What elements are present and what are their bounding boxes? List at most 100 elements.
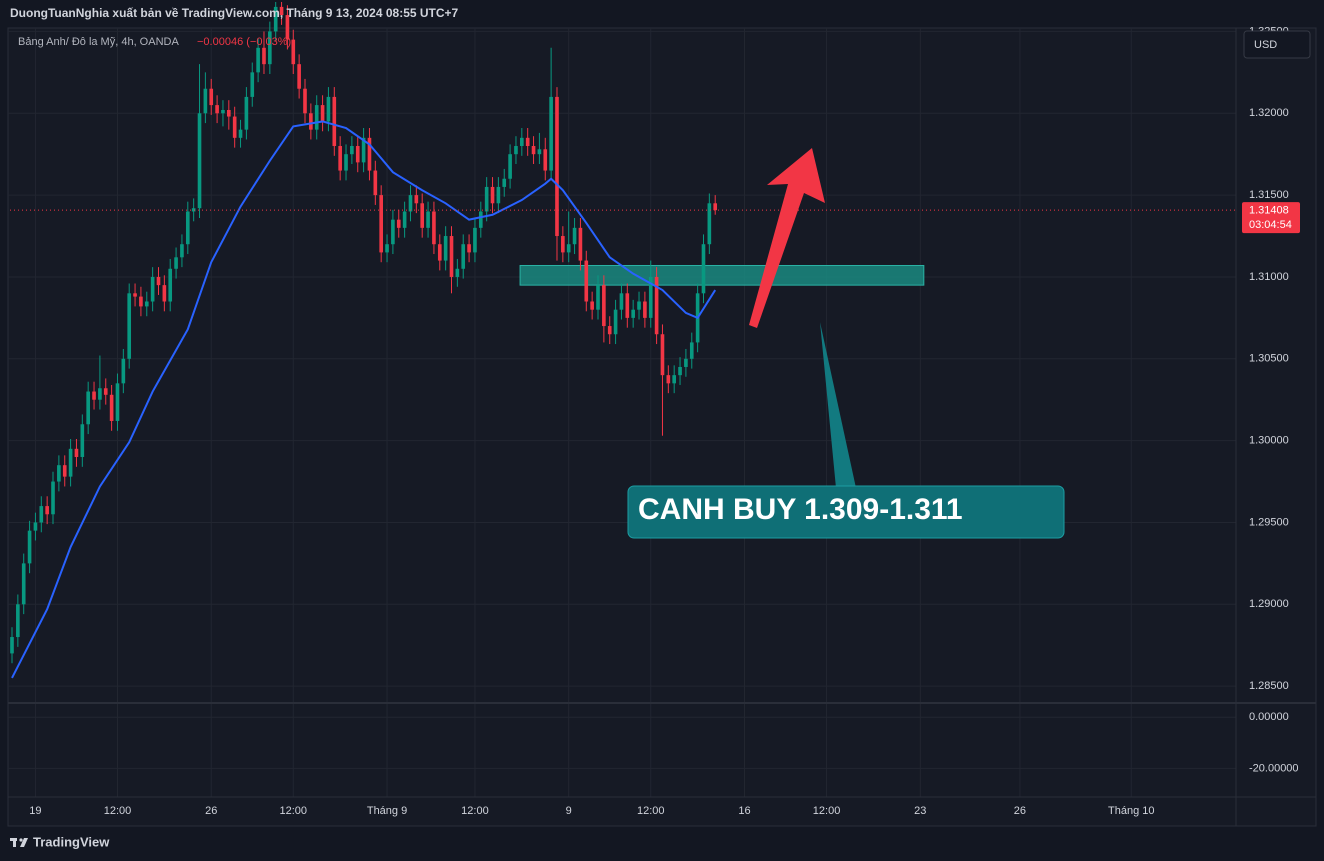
x-tick-label: 12:00 [637, 805, 665, 817]
candle-body [273, 6, 278, 32]
candle-body [613, 309, 618, 335]
candle-body [449, 236, 454, 277]
candle-body [537, 149, 542, 155]
candle-body [455, 268, 460, 277]
candle-body [215, 105, 219, 114]
candle-body [250, 72, 255, 97]
candle-body [402, 211, 407, 228]
candle-body [162, 285, 167, 302]
candle-body [578, 227, 583, 261]
candle-body [490, 186, 495, 204]
candle-body [268, 31, 272, 65]
candle-body [566, 244, 571, 253]
candle-body [209, 88, 214, 106]
candle-body [314, 105, 319, 130]
publisher: DuongTuanNghia xuất bản về TradingView.c… [10, 6, 459, 20]
candle-body [707, 203, 712, 245]
moving-average [11, 120, 717, 679]
candle-body [127, 293, 132, 359]
x-tick-label: 26 [1014, 805, 1026, 817]
candle-body [344, 154, 348, 171]
buy-zone [519, 264, 925, 286]
candle-body [561, 236, 565, 253]
callout-text: CANH BUY 1.309-1.311 [638, 493, 963, 526]
candle-body [549, 96, 553, 171]
candle-body [221, 110, 225, 114]
x-tick-label: 23 [914, 805, 926, 817]
logo[interactable]: TradingView [10, 834, 110, 849]
candle-body [338, 146, 342, 171]
currency-button[interactable] [1243, 30, 1311, 59]
candle-body [496, 186, 501, 204]
currency-label[interactable]: USD [1254, 39, 1277, 51]
y-tick-label: 1.31500 [1249, 189, 1289, 201]
candle-body [520, 137, 524, 147]
y-tick-label: 1.32000 [1249, 107, 1289, 119]
x-tick-label: 12:00 [280, 805, 308, 817]
candle-body [672, 375, 677, 384]
candle-body [437, 244, 442, 261]
candle-body [232, 116, 237, 138]
candle-body [367, 137, 372, 171]
candle-body [461, 244, 466, 269]
candle-body [420, 203, 425, 228]
logo-mark [20, 838, 28, 847]
candle-body [607, 326, 612, 335]
candle-body [467, 244, 471, 253]
candle-body [115, 383, 120, 421]
candle-body [150, 276, 155, 302]
candle-body [16, 604, 20, 638]
x-tick-label: Tháng 9 [367, 805, 407, 817]
candle-body [572, 227, 577, 245]
candle-body [10, 637, 14, 654]
symbol: Bảng Anh/ Đô la Mỹ, 4h, OANDA [18, 36, 179, 48]
candle-body [660, 334, 665, 376]
candle-body [385, 244, 389, 253]
last-price-label: 1.31408 [1249, 205, 1289, 217]
candle-body [379, 195, 383, 253]
candle-body [713, 203, 718, 211]
candle-body [62, 465, 67, 477]
candle-body [473, 227, 477, 253]
last-price-tag [1242, 202, 1300, 234]
x-tick-label: 9 [566, 805, 572, 817]
candle-body [396, 219, 401, 228]
y-tick-label: -20.00000 [1249, 762, 1299, 774]
candle-body [139, 296, 143, 307]
y-tick-label: 1.29500 [1249, 516, 1289, 528]
candle-body [355, 146, 360, 163]
x-tick-label: 12:00 [813, 805, 841, 817]
candle-body [191, 208, 196, 212]
candle-body [643, 301, 647, 318]
candle-body [309, 113, 313, 130]
y-tick-label: 0.00000 [1249, 711, 1289, 723]
logo-mark [19, 838, 23, 842]
x-tick-label: 12:00 [104, 805, 132, 817]
candle-body [74, 448, 79, 457]
candle-body [98, 388, 102, 400]
candle-body [637, 301, 641, 310]
candle-body [701, 244, 706, 294]
candle-body [689, 342, 694, 359]
y-tick-label: 1.31000 [1249, 271, 1289, 283]
candle-body [156, 276, 161, 286]
candle-body [80, 424, 85, 457]
candle-body [543, 149, 548, 171]
candle-body [180, 244, 184, 258]
candle-body [684, 358, 688, 367]
candle-body [303, 88, 307, 114]
candle-body [373, 170, 378, 196]
candle-body [21, 563, 26, 605]
candle-body [103, 388, 108, 395]
candle-body [320, 105, 325, 122]
candle-body [256, 47, 260, 73]
candle-body [121, 358, 126, 384]
candle-body [68, 448, 73, 477]
y-tick-label: 1.30500 [1249, 353, 1289, 365]
candle-body [144, 301, 149, 307]
candle-body [51, 481, 55, 515]
candle-body [27, 530, 32, 564]
candle-body [666, 375, 671, 384]
brand[interactable]: TradingView [33, 834, 110, 849]
